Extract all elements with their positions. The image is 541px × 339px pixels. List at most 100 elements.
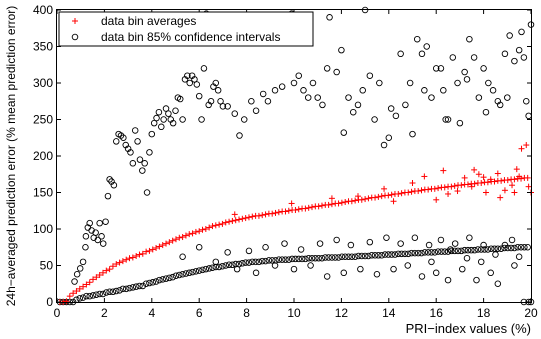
confidence-point [249,258,256,266]
confidence-point [449,54,457,61]
confidence-point [278,83,286,90]
confidence-point [142,280,150,288]
confidence-point [459,265,466,273]
confidence-point [102,218,109,225]
confidence-point [418,249,425,257]
average-point [511,189,518,196]
confidence-point [378,252,385,259]
average-point [73,288,80,295]
confidence-point [395,250,402,258]
average-point [381,185,388,192]
confidence-point [497,245,505,252]
axis-ticks: 0 2 4 6 8 10 12 14 16 18 2005010015020025030035040… [33,3,538,320]
average-point [272,209,279,216]
confidence-point [501,244,508,252]
confidence-point [127,149,134,156]
confidence-point [278,256,286,263]
average-point [163,240,170,247]
confidence-point [316,240,324,247]
average-point [209,223,216,230]
confidence-point [86,292,93,300]
legend-items [71,18,79,41]
average-point [231,211,238,218]
confidence-point [258,257,266,265]
confidence-point [385,134,393,141]
confidence-point [236,132,243,139]
average-point [259,212,266,219]
confidence-point [271,262,279,269]
confidence-point [448,247,455,255]
confidence-point [411,249,419,257]
average-point [475,171,482,178]
confidence-point [471,246,478,254]
confidence-point [463,76,471,83]
confidence-point [404,250,412,258]
confidence-point [165,110,172,117]
series-confidence-intervals [56,6,535,306]
average-point [196,228,203,235]
average-point [318,202,325,209]
average-point [236,216,243,223]
legend: data bin averages data bin 85% confidenc… [58,11,314,47]
confidence-point [381,251,389,258]
confidence-point [487,245,495,252]
confidence-point [428,249,435,256]
confidence-point [156,276,163,284]
confidence-point [428,258,435,266]
confidence-point [209,264,216,271]
confidence-point [290,265,298,273]
confidence-point [387,105,395,112]
confidence-point [109,288,117,296]
average-point [119,258,126,265]
confidence-point [434,248,442,255]
confidence-point [222,262,229,269]
confidence-point [195,92,203,100]
confidence-point [193,81,201,88]
confidence-point [93,291,100,298]
confidence-point [492,251,499,258]
confidence-point [309,79,317,87]
confidence-point [304,94,312,101]
average-point [385,192,392,199]
confidence-point [385,251,392,258]
average-point [129,254,136,261]
confidence-point [414,249,422,257]
average-point [509,182,516,189]
confidence-point [182,270,190,277]
y-tick-label: 400 [33,3,53,17]
confidence-point [139,282,147,290]
confidence-point [312,254,319,262]
average-point [458,182,465,189]
confidence-point [185,269,193,277]
x-tick-label: 0 [54,306,61,320]
confidence-point [129,160,137,167]
average-point [179,234,186,241]
average-point [342,198,349,205]
confidence-point [271,87,279,94]
confidence-point [179,116,186,123]
average-point [511,176,518,183]
confidence-point [319,101,326,109]
average-point [409,180,416,187]
confidence-point [214,87,222,94]
average-point [186,231,193,238]
confidence-point [82,243,89,251]
confidence-point [307,262,314,269]
confidence-point [431,249,439,256]
average-point [149,246,156,253]
average-point [480,174,487,181]
average-point [86,279,93,286]
confidence-point [428,94,435,101]
average-point [523,142,530,149]
confidence-point [298,255,306,263]
confidence-point [233,265,241,273]
confidence-point [282,256,289,263]
confidence-point [225,261,233,269]
confidence-point [354,101,362,109]
confidence-point [418,273,426,280]
confidence-point [383,234,390,242]
confidence-point [347,241,355,249]
average-point [285,207,292,214]
average-point [491,178,498,185]
confidence-point [507,244,515,252]
